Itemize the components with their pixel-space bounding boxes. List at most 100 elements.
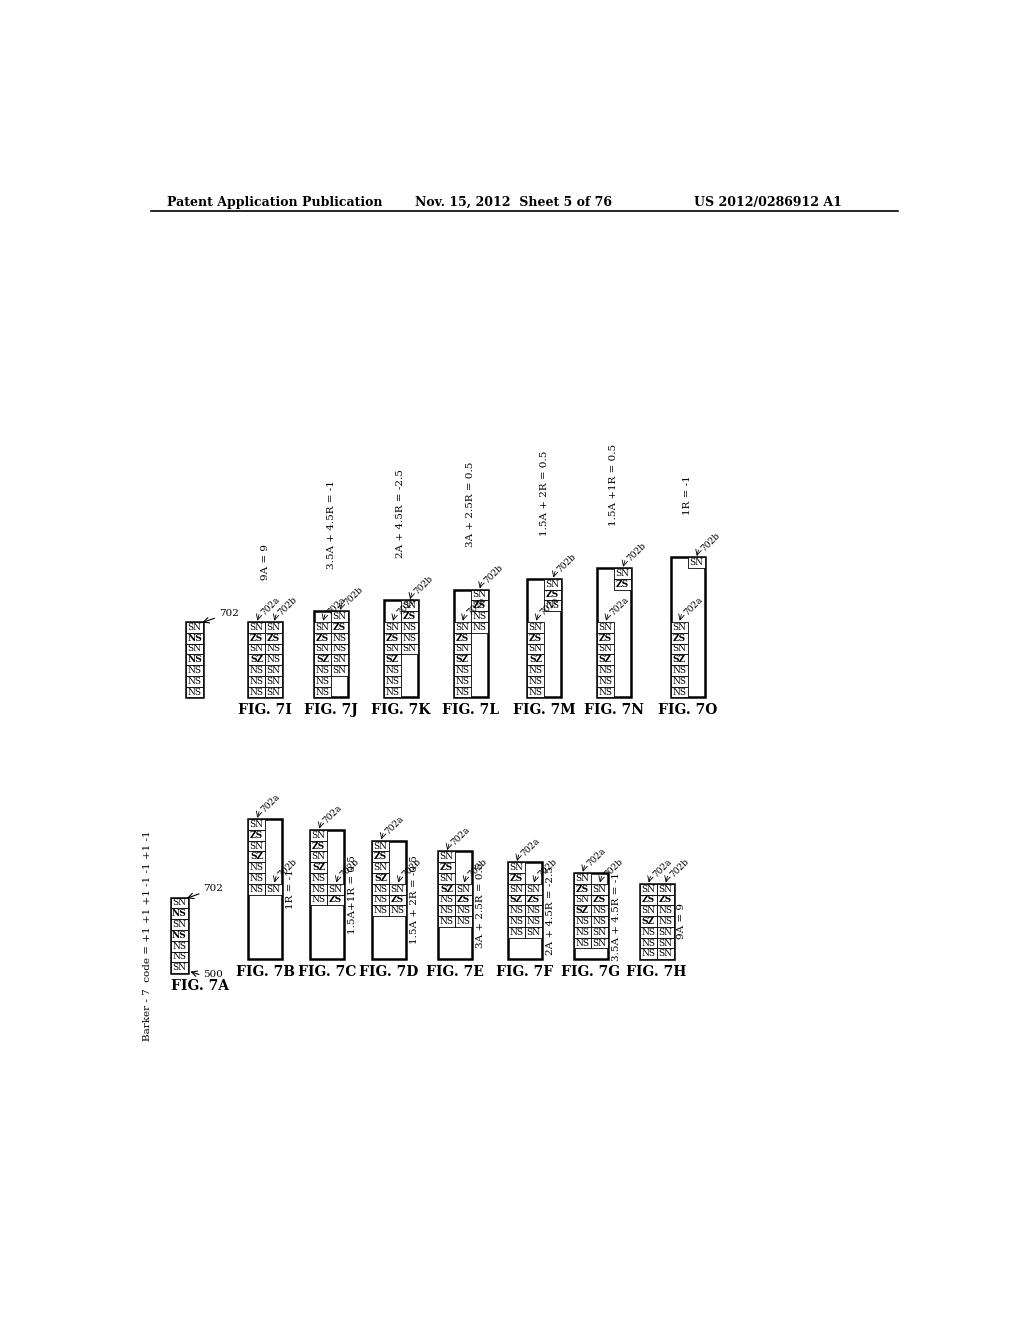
Bar [265,676,283,686]
Bar [400,622,418,632]
Text: NS: NS [333,634,346,643]
Text: NS: NS [315,667,330,675]
Text: 702b: 702b [343,585,366,607]
Text: 1.5A + 2R = 0.5: 1.5A + 2R = 0.5 [540,451,549,536]
Bar [508,916,524,927]
Text: 1.5A + 2R = -0.5: 1.5A + 2R = -0.5 [410,855,419,944]
Text: SN: SN [658,939,672,948]
Bar [656,884,674,895]
Bar [186,622,203,697]
Text: NS: NS [439,895,454,904]
Text: ZS: ZS [440,863,453,873]
Text: 2A + 4.5R = -2.5: 2A + 4.5R = -2.5 [546,866,555,956]
Bar [331,644,348,655]
Bar [171,919,187,929]
Text: SZ: SZ [316,655,329,664]
Text: NS: NS [311,884,326,894]
Bar [527,655,544,665]
Bar [400,611,418,622]
Text: FIG. 7A: FIG. 7A [171,979,228,993]
Bar [331,632,348,644]
Text: SZ: SZ [599,655,612,664]
Text: NS: NS [455,667,469,675]
Text: NS: NS [385,677,399,685]
Bar [186,644,203,655]
Bar [372,841,389,851]
Text: 3A + 2.5R = 0.5: 3A + 2.5R = 0.5 [476,862,485,948]
Text: NS: NS [402,623,417,632]
Text: SN: SN [575,874,589,883]
Bar [372,873,389,884]
Text: SN: SN [250,820,263,829]
Text: 3.5A + 4.5R = -1: 3.5A + 4.5R = -1 [611,871,621,961]
Bar [314,622,331,632]
Bar [171,952,187,962]
Bar [248,830,265,841]
Text: SN: SN [172,920,186,929]
Text: NS: NS [526,917,541,925]
Bar [248,862,265,873]
Text: SN: SN [311,830,326,840]
Text: SN: SN [402,602,417,610]
Text: ZS: ZS [546,590,559,599]
Text: 702a: 702a [539,595,561,618]
Bar [400,601,418,611]
Text: NS: NS [528,677,543,685]
Bar [508,906,524,916]
Text: NS: NS [509,907,523,915]
Text: US 2012/0286912 A1: US 2012/0286912 A1 [693,195,842,209]
Text: ZS: ZS [374,853,387,861]
Bar [314,611,348,697]
Text: 702a: 702a [450,825,472,847]
Text: 702a: 702a [395,595,418,618]
Text: 702b: 702b [699,531,722,553]
Text: 702a: 702a [326,595,348,618]
Bar [597,568,631,697]
Text: FIG. 7N: FIG. 7N [584,704,644,717]
Text: ZS: ZS [312,842,326,850]
Text: NS: NS [641,939,655,948]
Text: SN: SN [575,895,589,904]
Bar [527,686,544,697]
Text: 702: 702 [203,884,223,894]
Text: FIG. 7O: FIG. 7O [657,704,717,717]
Text: NS: NS [575,939,589,948]
Text: ZS: ZS [599,634,612,643]
Bar [671,665,687,676]
Bar [527,632,544,644]
Text: SN: SN [266,677,281,685]
Text: 702b: 702b [626,541,648,564]
Text: SN: SN [455,623,469,632]
Bar [614,579,631,590]
Text: NS: NS [187,677,202,685]
Text: FIG. 7B: FIG. 7B [236,965,295,979]
Bar [471,590,487,601]
Text: NS: NS [526,907,541,915]
Bar [314,644,331,655]
Text: 702b: 702b [537,857,559,879]
Text: 702: 702 [219,609,239,618]
Text: 9A = 9: 9A = 9 [678,903,686,940]
Text: SN: SN [250,842,263,850]
Text: SN: SN [455,644,469,653]
Text: SN: SN [598,644,612,653]
Text: NS: NS [172,909,186,919]
Text: 3.5A + 4.5R = -1: 3.5A + 4.5R = -1 [327,480,336,569]
Bar [591,895,607,906]
Text: ZS: ZS [391,895,404,904]
Text: FIG. 7K: FIG. 7K [371,704,430,717]
Text: SN: SN [172,964,186,972]
Bar [171,929,187,941]
Text: SN: SN [391,884,404,894]
Text: NS: NS [250,884,263,894]
Text: 2A + 4.5R = -2.5: 2A + 4.5R = -2.5 [396,469,406,558]
Bar [524,884,542,895]
Text: NS: NS [187,688,202,697]
Bar [454,655,471,665]
Text: NS: NS [172,953,186,961]
Bar [455,895,472,906]
Text: SN: SN [266,884,281,894]
Bar [508,895,524,906]
Text: ZS: ZS [456,634,469,643]
Text: SN: SN [528,623,543,632]
